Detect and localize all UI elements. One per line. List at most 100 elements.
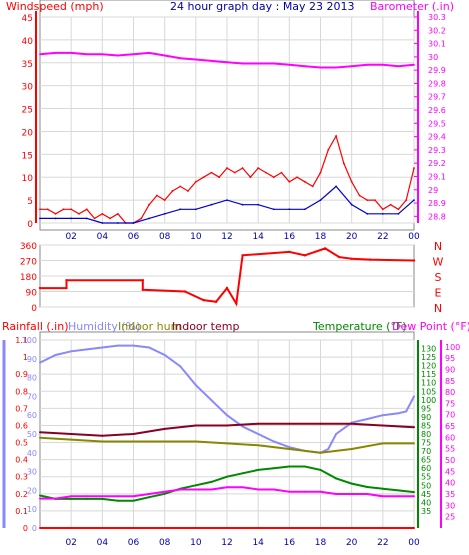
wind-panel-point [179,185,182,188]
rainfall-tick-label: 0.8 [15,387,28,396]
temp-panel-point [70,438,73,441]
temp-panel-point [381,414,384,417]
temp-x-tick-label: 00 [408,538,420,548]
wind-panel-point [70,217,73,220]
wind-panel-point [366,199,369,202]
rainfall-tick-label: 0.4 [15,456,28,465]
windspeed-label: Windspeed (mph) [6,0,104,13]
wind-panel-point [296,176,299,179]
direction-point [65,286,68,290]
windspeed-tick-label: 5 [27,197,33,207]
direction-series-line [40,247,415,307]
dewpoint-tick-label: 70 [445,411,455,420]
windspeed-tick-label: 45 [22,14,33,24]
wind-panel-point [272,176,275,179]
temperature-tick-label: 60 [421,464,431,473]
temp-panel-point [303,490,306,493]
wind-panel-point [93,217,96,220]
temp-panel-point [226,414,228,417]
temp-panel-point [132,499,135,502]
temp-panel-point [413,495,415,498]
direction-point [412,259,416,262]
wind-panel-point [288,63,291,66]
dewpoint-tick-label: 75 [445,399,455,408]
temp-panel-point [194,424,197,427]
wind-panel-point [117,222,119,224]
temp-panel-point [226,424,228,427]
wind-panel-point [194,208,197,211]
direction-point [225,286,229,290]
temp-panel-point [257,444,260,447]
humidity-tick-label: 0 [32,524,37,533]
windspeed-tick-label: 20 [22,128,34,138]
temp-panel-point [272,488,275,491]
barometer-tick-label: 29.4 [428,133,446,142]
wind-panel-point [405,199,408,202]
temp-x-tick-label: 20 [346,538,358,548]
temp-x-tick-label: 08 [159,538,171,548]
temp-panel-point [319,468,322,471]
wind-panel-point [319,199,322,202]
temperature-tick-label: 95 [421,404,431,413]
direction-point [369,258,372,261]
temp-panel-point [335,493,338,496]
temperature-tick-label: 105 [421,387,436,396]
dewpoint-tick-label: 40 [445,479,455,488]
wind-panel-point [85,53,88,56]
barometer-tick-label: 29.6 [428,106,446,115]
wind-panel-point [70,51,73,54]
temp-panel-point [241,486,244,489]
temp-panel-point [241,425,244,428]
wind-x-tick-label: 06 [128,232,140,242]
barometer-tick-label: 30.3 [428,13,446,22]
temp-panel-point [226,486,228,489]
wind-x-tick-label: 18 [315,232,327,242]
wind-panel-point [350,65,353,68]
direction-point [338,255,341,259]
temp-panel-point [405,410,408,413]
wind-panel-point [249,176,252,179]
indoor-temp-label: Indoor temp [172,320,239,333]
windspeed-tick-label: 10 [22,174,34,184]
temp-panel-point [85,348,88,351]
temp-panel-point [319,490,322,493]
barometer-tick-label: 29.8 [428,79,446,88]
wind-panel-point [304,180,306,183]
direction-point [65,279,68,282]
temp-panel-point [381,424,384,427]
temp-x-tick-label: 02 [65,538,76,548]
wind-panel-point [226,61,228,64]
temp-panel-point [39,431,41,434]
direction-point [202,298,205,302]
wind-panel-point [85,217,88,220]
barometer-tick-label: 29.1 [428,172,446,181]
wind-panel-point [148,51,150,54]
temp-panel-point [101,434,104,437]
wind-panel-point [218,176,221,179]
wind-x-tick-label: 08 [159,232,171,242]
wind-panel-point [413,63,415,66]
direction-point [350,257,353,260]
temp-panel-point [54,497,57,500]
wind-panel-point [350,180,353,183]
barometer-label: Barometer (.in) [370,0,454,13]
temp-panel-point [397,495,400,498]
wind-panel-point [350,203,353,206]
grid-layer [40,16,415,529]
wind-panel-point [140,217,143,220]
temp-panel-point [319,422,322,425]
humidity-tick-label: 30 [27,468,37,477]
temp-panel-point [210,488,213,491]
wind-panel-point [257,167,260,169]
wind-panel-point [319,66,322,69]
windspeed-tick-label: 15 [22,151,33,161]
wind-panel-point [397,212,400,215]
wind-x-tick-label: 22 [377,232,388,242]
dewpoint-tick-label: 55 [445,445,455,454]
temp-x-tick-label: 14 [252,538,264,548]
temp-panel-point [381,487,384,490]
temperature-tick-label: 70 [421,447,431,456]
wind-panel-point [366,212,369,215]
wind-x-tick-label: 00 [408,232,420,242]
